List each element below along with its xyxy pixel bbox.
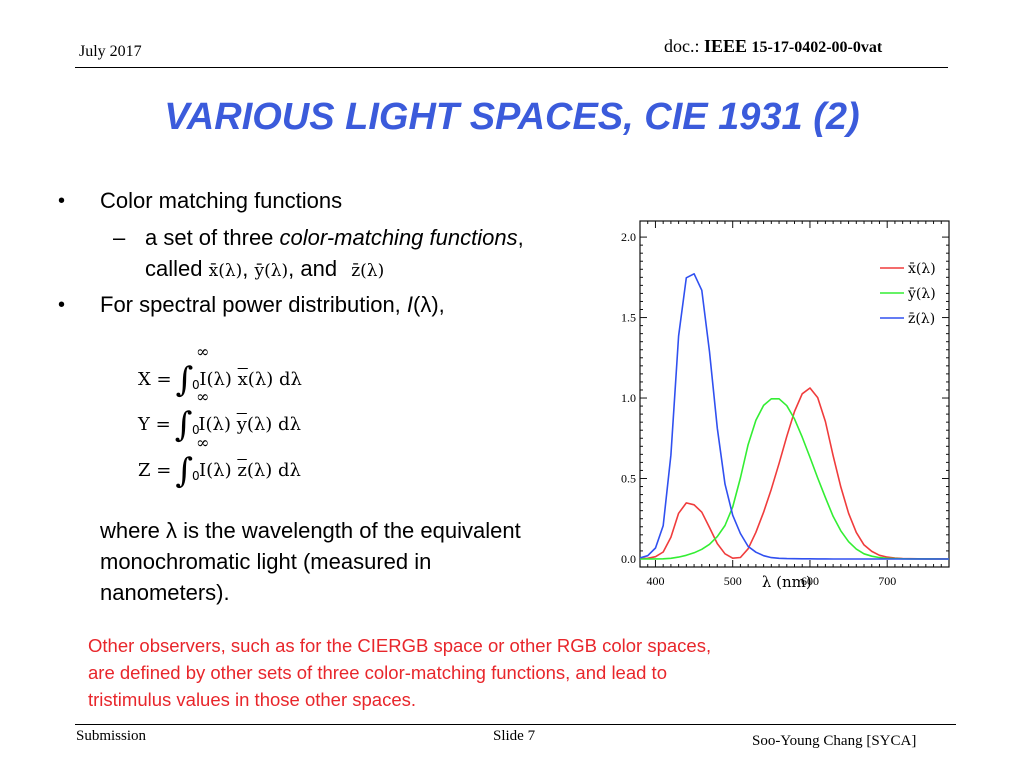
bullet-dot-2: • [58,294,66,316]
x-tick-label: 600 [801,574,819,588]
equation-y: Y = ∫ I(λ) y(λ) dλ [138,405,301,445]
wavelength-explanation: where λ is the wavelength of the equival… [100,518,521,605]
cie-1931-cmf-chart: 400 500 600 700 0.0 0.5 1.0 1.5 2.0 x̄(λ) ȳ(λ) z̄(… [621,220,950,591]
equation-z-upper: ∞ [196,433,210,452]
sub-bullet-dash: – [113,225,126,250]
footer-author: Soo-Young Chang [SYCA] [752,733,917,749]
series-line-x-bar [639,387,950,560]
footer-slide-number: Slide 7 [493,728,536,744]
equation-x-lower: 0 [192,378,200,392]
bullet-2-text: For spectral power distribution, I(λ), [100,292,445,317]
footer-submission: Submission [76,728,147,744]
doc-prefix: doc.: [664,36,704,56]
header-doc-id: doc.: IEEE 15-17-0402-00-0vat [664,36,882,57]
y-tick-label: 0.5 [621,471,636,485]
x-axis-label: λ (nm) [762,573,812,591]
y-bar-fn: ȳ(λ) [254,261,289,281]
x-tick-label: 700 [878,574,896,588]
called-label: called [145,256,203,281]
header-rule [75,67,948,68]
equation-y-upper: ∞ [196,387,210,406]
y-tick-label: 1.5 [621,311,636,325]
z-bar-fn: z̄(λ) [351,261,385,281]
header-date: July 2017 [79,43,142,60]
y-tick-label: 1.0 [621,391,636,405]
equation-z-lower: 0 [192,469,200,483]
x-tick-label: 400 [646,574,664,588]
y-tick-label: 2.0 [621,230,636,244]
doc-org: IEEE [704,36,748,56]
doc-number: 15-17-0402-00-0vat [751,39,883,56]
slide-title: VARIOUS LIGHT SPACES, CIE 1931 (2) [164,96,860,138]
and-label: , and [288,256,338,281]
y-tick-label: 0.0 [621,552,636,566]
legend-label: ȳ(λ) [907,286,936,302]
sub-bullet-text: a set of three color-matching functions, [145,225,524,250]
equation-y-lower: 0 [192,423,200,437]
observer-note: Other observers, such as for the CIERGB … [88,635,712,710]
bullet-dot-1: • [58,190,66,212]
equation-x-upper: ∞ [196,342,210,361]
bullet-1-text: Color matching functions [100,188,343,213]
equation-z: Z = ∫ I(λ) z(λ) dλ [138,451,301,491]
series-line-y-bar [639,398,949,560]
series-line-z-bar [639,272,949,560]
called-line: called x̄(λ), ȳ(λ), and z̄(λ) [145,256,385,281]
x-bar-fn: x̄(λ) [208,261,243,281]
legend-label: x̄(λ) [908,261,936,277]
tristimulus-equations: X = ∫ I(λ) x(λ) dλ ∞ 0 Y = ∫ I(λ) y(λ) dλ ∞ … [138,340,348,491]
legend-label: z̄(λ) [908,311,935,327]
plot-frame [639,220,950,568]
equation-x: X = ∫ I(λ) x(λ) dλ [138,360,302,400]
footer-rule [75,724,956,725]
x-tick-label: 500 [724,574,742,588]
